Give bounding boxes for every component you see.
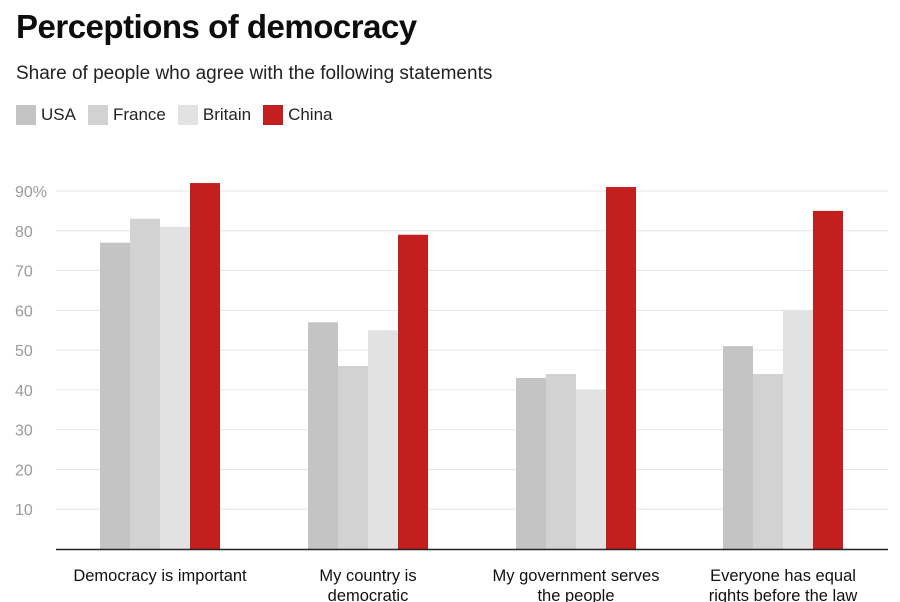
x-category-label: My government serves	[493, 567, 660, 585]
bar-china-my-country-is-democratic	[398, 234, 428, 549]
legend-label-france: France	[112, 105, 166, 124]
bar-france-my-country-is-democratic	[338, 366, 368, 549]
y-tick-label-50: 50	[15, 343, 33, 360]
y-tick-label-30: 30	[15, 423, 33, 440]
bar-france-everyone-has-equal-rights-before-the-law	[753, 373, 783, 549]
legend-swatch-usa	[16, 105, 36, 125]
y-tick-label-60: 60	[15, 303, 33, 320]
legend-label-usa: USA	[41, 105, 76, 124]
legend-swatch-britain	[177, 105, 198, 125]
bar-china-my-government-serves-the-people	[606, 187, 636, 549]
legend: USA France Britain China	[16, 104, 345, 126]
x-category-label: rights before the law	[709, 587, 858, 602]
chart-title: Perceptions of democracy	[16, 8, 417, 45]
y-tick-label-90: 90%	[15, 184, 47, 201]
x-category-label: My country is	[319, 567, 416, 585]
bar-france-democracy-is-important	[130, 218, 160, 549]
legend-swatch-france	[87, 105, 108, 125]
bar-usa-democracy-is-important	[100, 242, 130, 549]
x-category-label: the people	[537, 587, 614, 602]
bar-china-everyone-has-equal-rights-before-the-law	[813, 210, 843, 549]
bar-britain-democracy-is-important	[160, 226, 190, 550]
bar-china-democracy-is-important	[190, 183, 220, 550]
x-category-label: Democracy is important	[73, 567, 247, 585]
y-tick-label-40: 40	[15, 383, 33, 400]
bar-usa-my-country-is-democratic	[308, 322, 338, 549]
legend-item-france: France	[87, 105, 166, 125]
bar-britain-everyone-has-equal-rights-before-the-law	[783, 310, 813, 549]
bars	[100, 183, 843, 550]
y-tick-label-80: 80	[15, 224, 33, 241]
bar-britain-my-country-is-democratic	[368, 330, 398, 549]
bar-usa-everyone-has-equal-rights-before-the-law	[723, 346, 753, 549]
y-tick-label-20: 20	[15, 462, 33, 479]
legend-label-britain: Britain	[202, 105, 252, 124]
x-axis: Democracy is important My country is democ…	[56, 548, 888, 602]
x-category-label: Everyone has equal	[710, 567, 856, 585]
bar-britain-my-government-serves-the-people	[576, 389, 606, 549]
legend-item-china: China	[263, 105, 333, 125]
x-category-label: democratic	[328, 587, 409, 602]
bar-france-my-government-serves-the-people	[546, 373, 576, 549]
legend-swatch-china	[263, 105, 284, 125]
legend-label-china: China	[288, 105, 333, 124]
legend-item-usa: USA	[16, 105, 76, 125]
legend-item-britain: Britain	[177, 105, 252, 125]
chart-subtitle: Share of people who agree with the follo…	[16, 63, 493, 84]
y-tick-label-10: 10	[15, 502, 33, 519]
y-tick-label-70: 70	[15, 264, 33, 281]
bar-usa-my-government-serves-the-people	[516, 377, 546, 549]
